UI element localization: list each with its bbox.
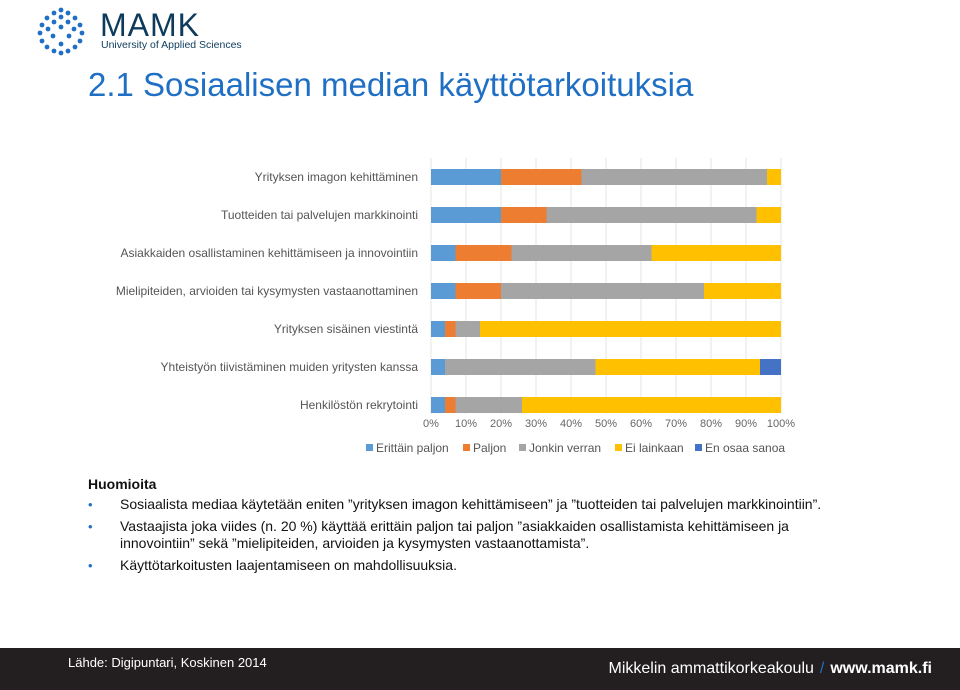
legend-swatch xyxy=(519,444,526,451)
bar-segment xyxy=(501,207,547,223)
page-title: 2.1 Sosiaalisen median käyttötarkoituksi… xyxy=(88,66,694,103)
bar-segment xyxy=(522,397,781,413)
category-label: Asiakkaiden osallistaminen kehittämiseen… xyxy=(121,246,419,260)
bullet-icon: • xyxy=(88,558,93,573)
bar-segment xyxy=(501,169,582,185)
logo-subtitle: University of Applied Sciences xyxy=(101,39,242,51)
note-item: • Sosiaalista mediaa käytetään eniten ”yr… xyxy=(88,496,822,512)
bar-segment xyxy=(445,397,456,413)
bullet-icon: • xyxy=(88,519,93,534)
note-item: • Vastaajista joka viides (n. 20 %) käytt… xyxy=(88,518,789,551)
x-tick-label: 100% xyxy=(767,418,795,430)
footer-separator: / xyxy=(819,660,825,677)
bar-segment xyxy=(756,207,781,223)
bar-segment xyxy=(445,359,596,375)
legend-swatch xyxy=(463,444,470,451)
bar-segment xyxy=(581,169,767,185)
category-label: Henkilöstön rekrytointi xyxy=(300,398,418,412)
x-tick-label: 50% xyxy=(595,418,617,430)
legend-label: En osaa sanoa xyxy=(705,441,785,455)
bar-segment xyxy=(760,359,781,375)
footer-url-link[interactable]: www.mamk.fi xyxy=(830,660,932,677)
bullet-icon: • xyxy=(88,497,93,512)
footer-bar: Lähde: Digipuntari, Koskinen 2014 Mikkel… xyxy=(0,648,960,690)
bar-segment xyxy=(431,321,445,337)
bar-segment xyxy=(455,283,501,299)
category-label: Mielipiteiden, arvioiden tai kysymysten … xyxy=(116,284,418,298)
bar-segment xyxy=(431,283,456,299)
legend-label: Jonkin verran xyxy=(529,441,601,455)
x-tick-label: 40% xyxy=(560,418,582,430)
legend-swatch xyxy=(615,444,622,451)
legend-label: Paljon xyxy=(473,441,506,455)
legend-swatch xyxy=(366,444,373,451)
note-item: • Käyttötarkoitusten laajentamiseen on ma… xyxy=(88,557,457,573)
bar-segment xyxy=(431,245,456,261)
logo-dots-icon xyxy=(37,7,85,56)
x-tick-label: 90% xyxy=(735,418,757,430)
bar-segment xyxy=(511,245,652,261)
bar-segment xyxy=(431,207,501,223)
bar-segment xyxy=(595,359,760,375)
x-tick-label: 80% xyxy=(700,418,722,430)
bar-segment xyxy=(431,169,501,185)
footer-source: Lähde: Digipuntari, Koskinen 2014 xyxy=(68,655,267,670)
bar-segment xyxy=(767,169,781,185)
footer-org: Mikkelin ammattikorkeakoulu xyxy=(608,660,814,677)
bar-segment xyxy=(546,207,757,223)
x-tick-label: 0% xyxy=(423,418,439,430)
mamk-logo: MAMK University of Applied Sciences xyxy=(36,6,242,56)
category-label: Yrityksen sisäinen viestintä xyxy=(274,322,418,336)
bar-segment xyxy=(455,397,522,413)
legend-label: Ei lainkaan xyxy=(625,441,684,455)
notes-heading: Huomioita xyxy=(88,476,157,492)
bar-segment xyxy=(445,321,456,337)
bar-segment xyxy=(455,321,480,337)
bar-segment xyxy=(431,359,445,375)
x-tick-label: 70% xyxy=(665,418,687,430)
stacked-bar-chart: Yrityksen imagon kehittäminen Tuotteiden … xyxy=(116,158,795,455)
legend-swatch xyxy=(695,444,702,451)
bar-segment xyxy=(431,397,445,413)
bar-segment xyxy=(501,283,704,299)
legend-label: Erittäin paljon xyxy=(376,441,449,455)
bar-segment xyxy=(480,321,781,337)
bar-segment xyxy=(455,245,512,261)
x-tick-label: 20% xyxy=(490,418,512,430)
category-label: Yrityksen imagon kehittäminen xyxy=(255,170,418,184)
x-tick-label: 60% xyxy=(630,418,652,430)
footer-site: Mikkelin ammattikorkeakoulu / www.mamk.fi xyxy=(608,660,932,678)
logo-name: MAMK xyxy=(100,7,200,43)
notes-section: Huomioita • Sosiaalista mediaa käytetään … xyxy=(88,476,828,579)
category-label: Tuotteiden tai palvelujen markkinointi xyxy=(221,208,418,222)
bar-segment xyxy=(651,245,781,261)
bar-segment xyxy=(704,283,781,299)
x-tick-label: 30% xyxy=(525,418,547,430)
x-tick-label: 10% xyxy=(455,418,477,430)
category-label: Yhteistyön tiivistäminen muiden yrityste… xyxy=(161,360,419,374)
